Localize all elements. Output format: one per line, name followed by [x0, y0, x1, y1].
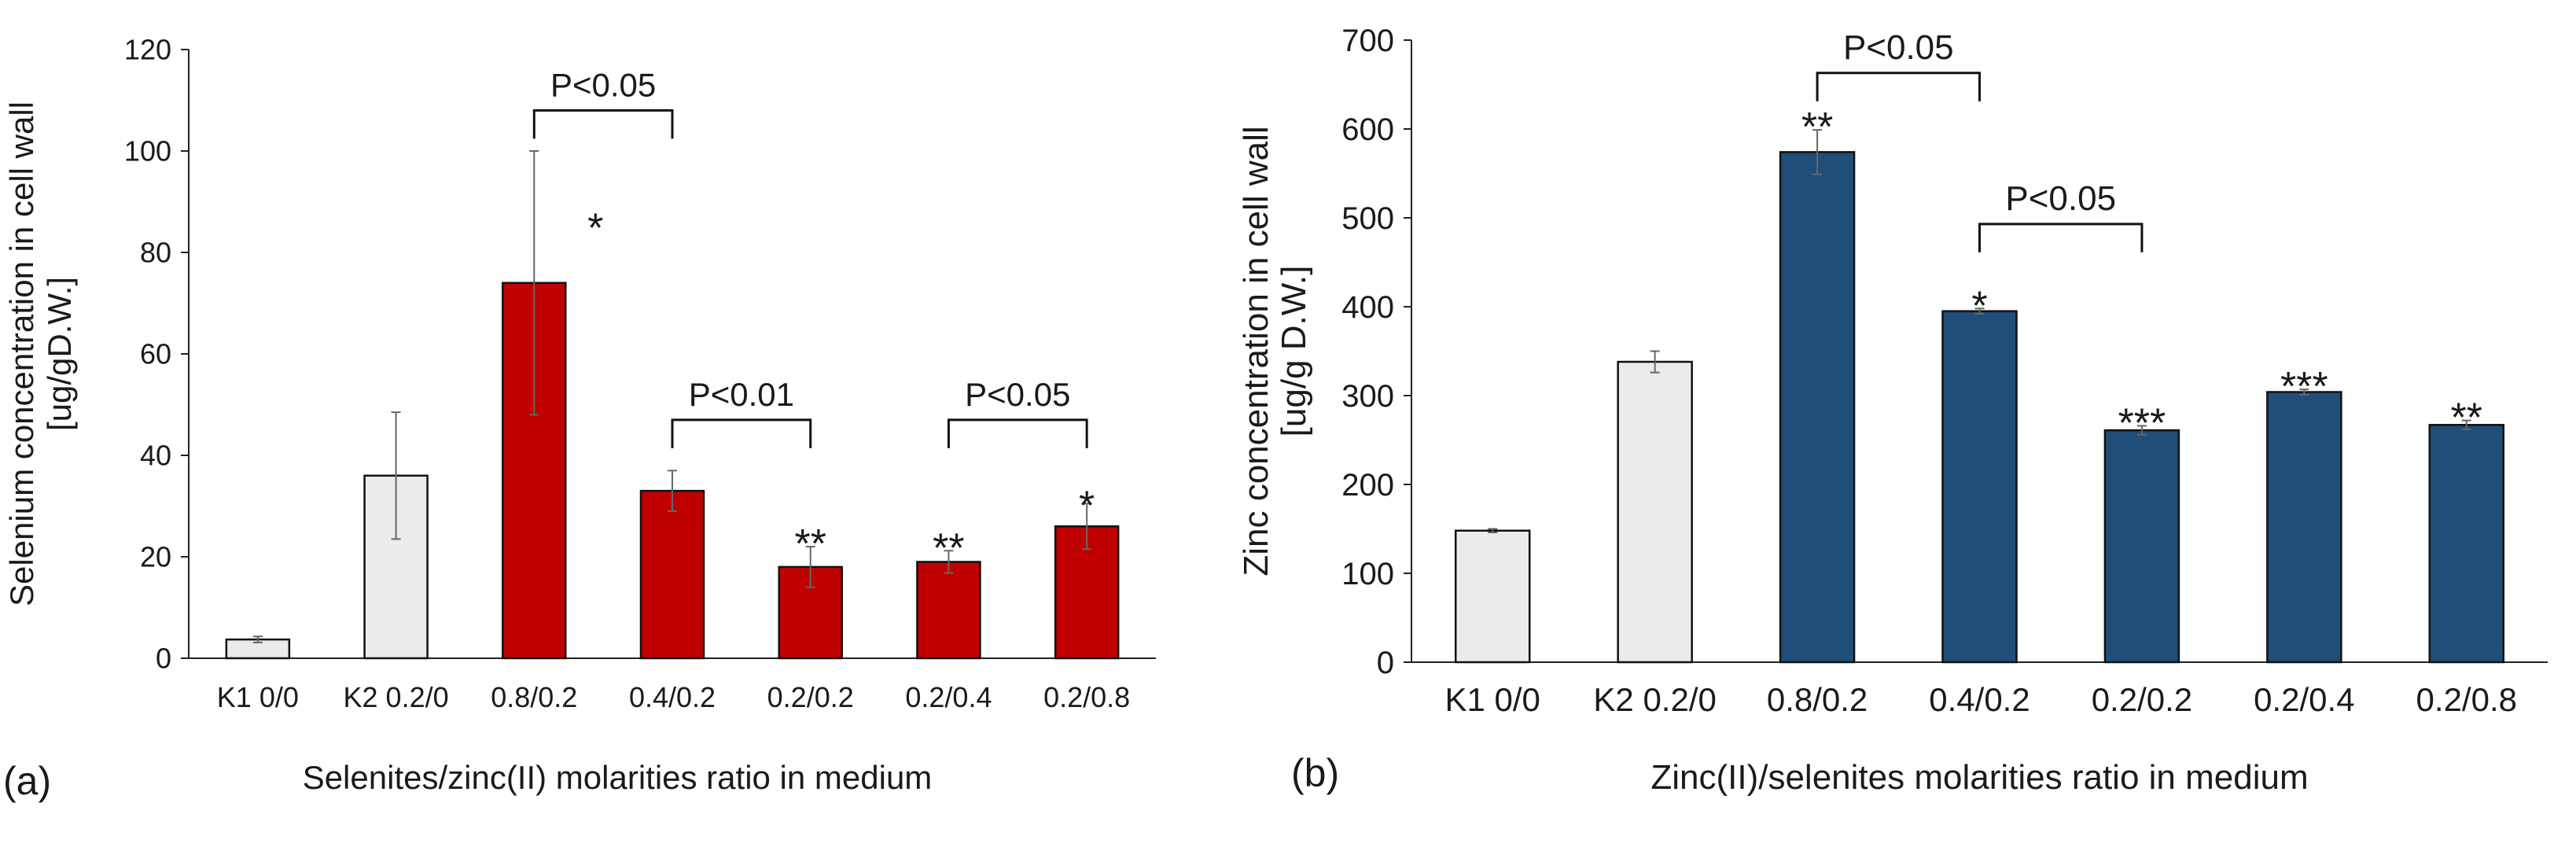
- panel-b-y-axis-title: Zinc concentration in cell wall: [1237, 126, 1275, 576]
- panel-b-bar: [1617, 360, 1693, 664]
- panel-a-category-label: 0.8/0.2: [491, 681, 577, 713]
- panel-a-significance-marker: **: [933, 525, 964, 571]
- panel-a-y-axis-title: Selenium concentration in cell wall: [3, 101, 40, 606]
- panel-b-chart: 0 100 200 300 400 500 600 700 K1 0/0 K2 0.2/0 0.8/…: [1237, 24, 2548, 797]
- panel-b-significance-bracket: [1978, 223, 2144, 252]
- panel-b-significance-marker: ***: [2280, 364, 2328, 410]
- panel-a-bracket-label: P<0.05: [965, 376, 1070, 413]
- panel-a-category-label: K1 0/0: [217, 681, 299, 713]
- panel-b-category-label: 0.4/0.2: [1929, 681, 2030, 718]
- panel-b-y-tick-label: 600: [1341, 112, 1394, 147]
- panel-b-bar: [1941, 310, 2018, 664]
- panel-b-bar: [2428, 424, 2505, 664]
- panel-b-significance-marker: ***: [2118, 400, 2166, 446]
- panel-a-category-label: 0.2/0.2: [767, 681, 854, 713]
- panel-a-significance-bracket: [532, 109, 674, 139]
- panel-a-bar: [916, 561, 981, 660]
- panel-a-y-tick-label: 60: [140, 338, 171, 370]
- panel-a-category-label: K2 0.2/0: [344, 681, 449, 713]
- panel-b-significance-bracket: [1816, 72, 1981, 101]
- panel-a-y-tick-label: 100: [124, 135, 171, 168]
- panel-a-panel-label: (a): [3, 759, 51, 803]
- panel-a-y-tick-label: 0: [156, 643, 171, 675]
- panel-a-chart: 0 20 40 60 80 100 120 K1 0/0 K2 0.2/0 0.8/0.2 * 0.4…: [3, 34, 1156, 803]
- panel-a-y-tick-label: 20: [140, 541, 171, 573]
- panel-a-y-tick-label: 40: [140, 440, 171, 472]
- panel-b-significance-marker: **: [1801, 105, 1833, 150]
- panel-b-y-tick-label: 400: [1341, 290, 1394, 325]
- panel-b-category-label: 0.2/0.8: [2416, 681, 2517, 718]
- panel-a-significance-marker: *: [1079, 483, 1095, 528]
- panel-b-y-tick-label: 700: [1341, 24, 1394, 58]
- panel-a-y-tick-label: 80: [140, 237, 171, 269]
- panel-b-bracket-label: P<0.05: [1843, 28, 1954, 67]
- panel-a-significance-marker: *: [587, 206, 603, 252]
- panel-a-x-axis-title: Selenites/zinc(II) molarities ratio in m…: [303, 759, 933, 796]
- panel-a-significance-bracket: [671, 418, 812, 448]
- panel-b-y-tick-label: 200: [1341, 468, 1394, 503]
- panel-a-significance-marker: **: [794, 521, 826, 567]
- panel-b-bar: [1779, 151, 1856, 664]
- panel-a-y-axis-unit: [ug/gD.W.]: [41, 277, 78, 431]
- panel-b-category-label: K1 0/0: [1444, 681, 1540, 718]
- panel-b-bar: [1454, 529, 1531, 664]
- panel-b-y-tick-label: 0: [1377, 646, 1394, 680]
- panel-b-y-axis-unit: [ug/g D.W.]: [1275, 266, 1313, 437]
- panel-b-x-axis-title: Zinc(II)/selenites molarities ratio in m…: [1650, 758, 2308, 797]
- panel-a-category-label: 0.4/0.2: [629, 681, 716, 713]
- panel-b-bracket-label: P<0.05: [2005, 179, 2116, 218]
- panel-b-category-label: 0.2/0.4: [2254, 681, 2354, 718]
- panel-b-category-label: 0.2/0.2: [2092, 681, 2192, 718]
- panel-a-significance-bracket: [947, 418, 1088, 448]
- panel-b-category-label: K2 0.2/0: [1593, 681, 1716, 718]
- panel-a-bar: [639, 489, 705, 660]
- panel-b-significance-marker: *: [1971, 283, 1987, 329]
- panel-b-category-label: 0.8/0.2: [1767, 681, 1868, 718]
- panel-a-bracket-label: P<0.05: [550, 66, 656, 103]
- panel-b-bar: [2266, 391, 2342, 664]
- panel-a-bracket-label: P<0.01: [689, 376, 794, 413]
- panel-b-y-tick-label: 300: [1341, 379, 1394, 414]
- panel-b-significance-marker: **: [2451, 396, 2482, 441]
- panel-b-y-tick-label: 100: [1341, 557, 1394, 591]
- panel-a-category-label: 0.2/0.4: [905, 681, 992, 713]
- panel-b-panel-label: (b): [1291, 751, 1339, 795]
- panel-a-y-tick-label: 120: [124, 34, 171, 66]
- panel-b-bar: [2103, 429, 2180, 664]
- panel-a-category-label: 0.2/0.8: [1043, 681, 1130, 713]
- panel-b-y-tick-label: 500: [1341, 201, 1394, 236]
